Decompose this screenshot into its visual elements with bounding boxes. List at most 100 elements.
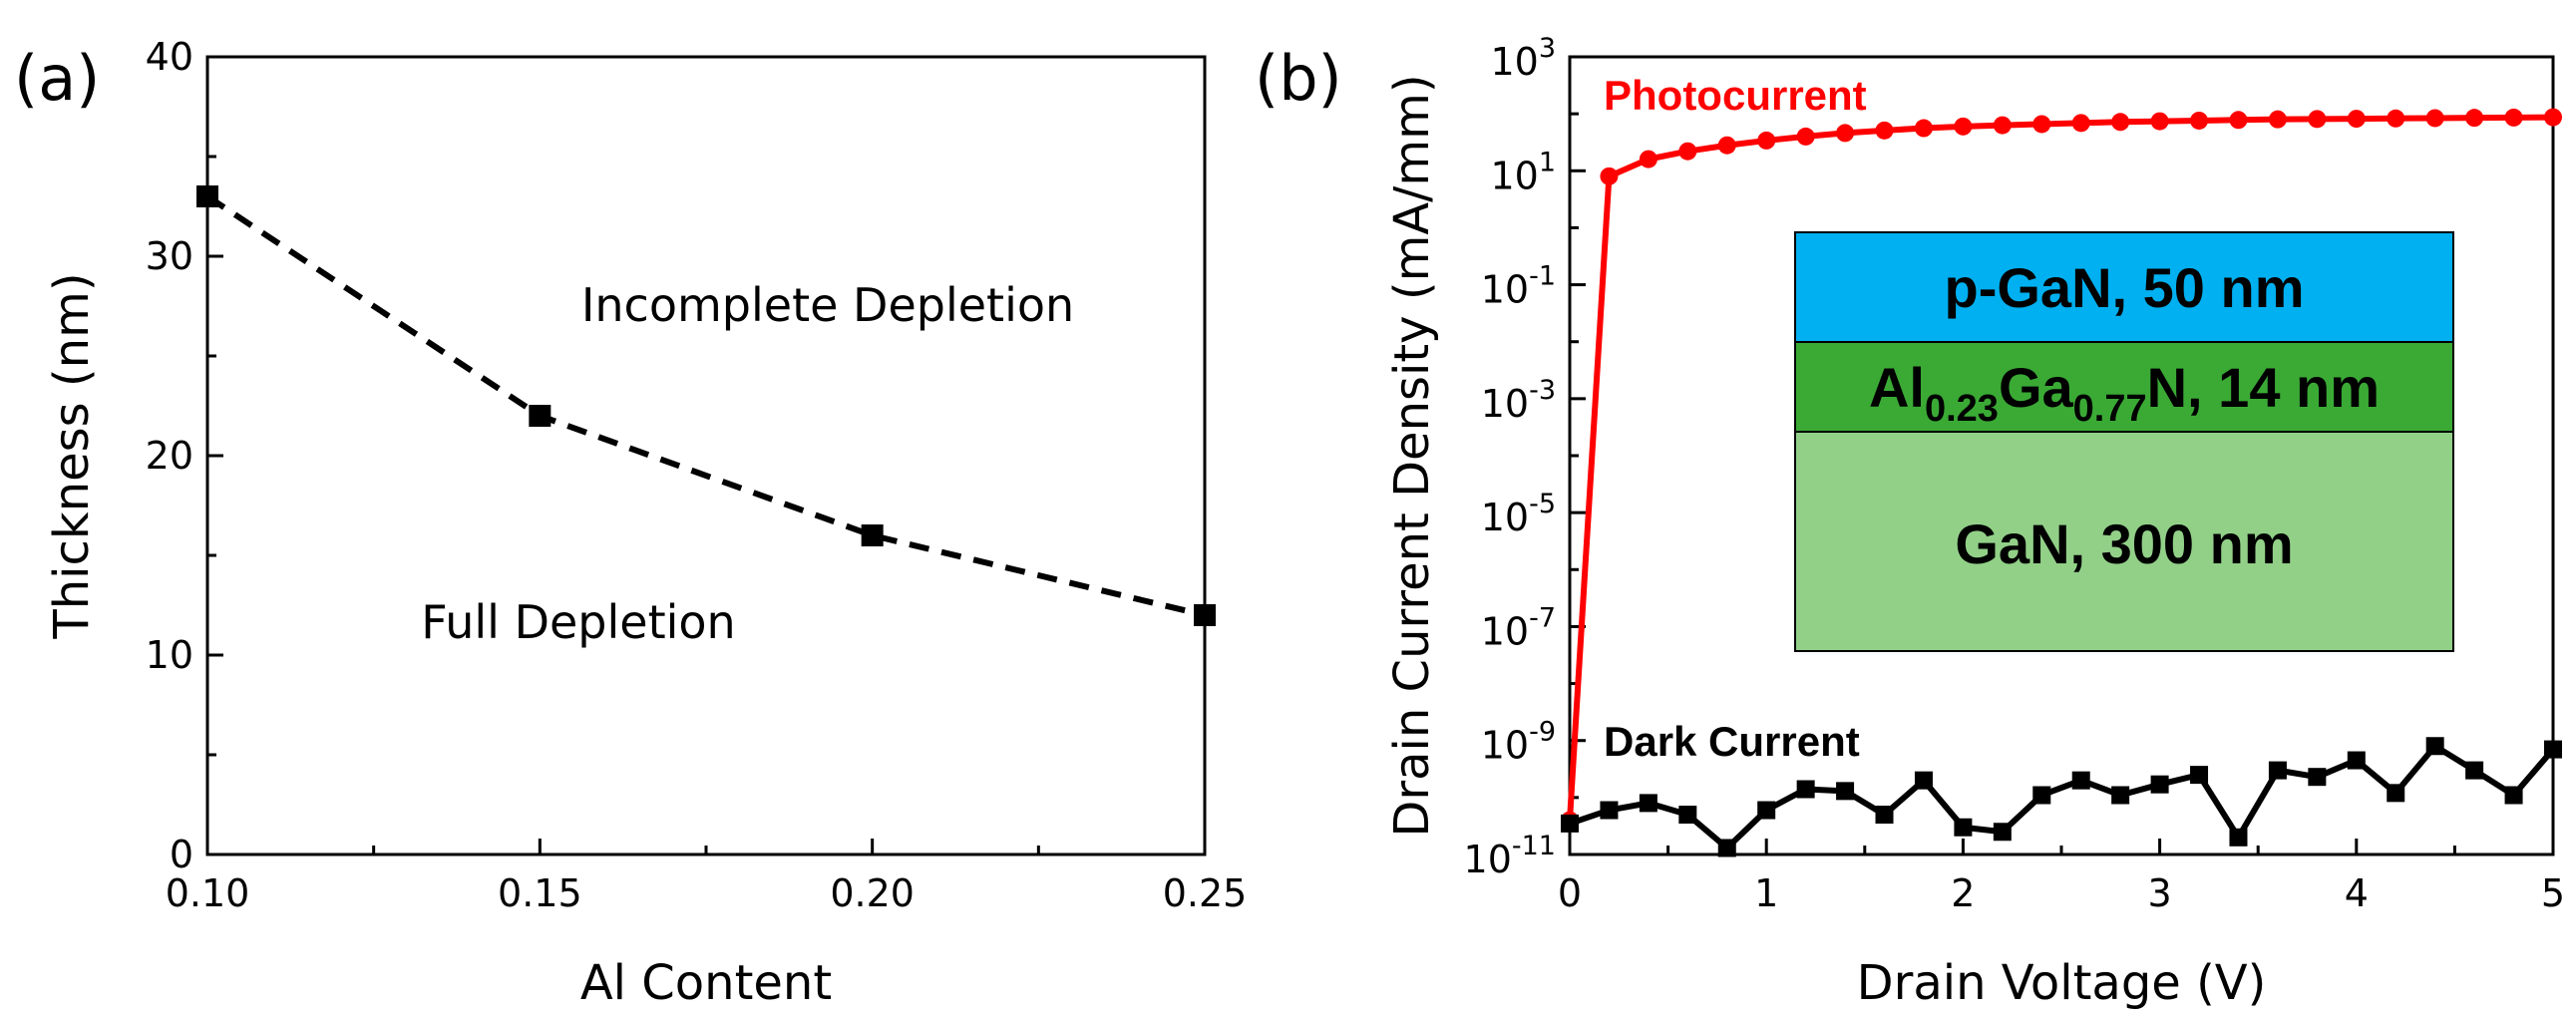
dark-current-point (1561, 814, 1579, 833)
b-y-tick-base: 10 (1481, 609, 1529, 653)
dark-current-point (1717, 839, 1736, 857)
dark-current-point (1954, 818, 1973, 837)
annotation-full-depletion: Full Depletion (421, 595, 735, 649)
dark-current-point (1796, 780, 1815, 799)
annotation-incomplete-depletion: Incomplete Depletion (581, 278, 1074, 332)
photocurrent-point (2190, 111, 2209, 130)
photocurrent-point (1600, 167, 1619, 185)
b-x-tick-label: 0 (1558, 871, 1582, 915)
panel-a-y-axis: 0 10 20 30 40 (146, 35, 223, 876)
legend-dark-current: Dark Current (1604, 718, 1860, 765)
b-y-tick-label: 10-7 (1481, 602, 1556, 653)
layer-algan-label-al-sub: 0.23 (1925, 388, 1999, 430)
legend-photocurrent: Photocurrent (1604, 72, 1867, 119)
dark-current-point (2504, 786, 2523, 805)
b-y-tick-exponent: -5 (1529, 489, 1556, 519)
photocurrent-point (2347, 110, 2366, 129)
b-y-tick-label: 10-11 (1464, 831, 1556, 881)
dark-current-point (2268, 761, 2287, 780)
b-y-tick-base: 10 (1481, 724, 1529, 768)
dark-current-point (2308, 768, 2327, 787)
layer-p-gan-label: p-GaN, 50 nm (1945, 256, 2305, 319)
b-y-tick-base: 10 (1490, 40, 1538, 84)
dark-current-point (1639, 794, 1657, 813)
dark-current-point (2387, 784, 2405, 803)
b-y-tick-label: 103 (1490, 33, 1556, 84)
b-y-tick-base: 10 (1464, 838, 1512, 881)
layer-gan-label: GaN, 300 nm (1955, 512, 2293, 575)
photocurrent-point (1757, 131, 1776, 150)
layer-algan-label-al: Al (1869, 356, 1925, 419)
a-x-tick-label: 0.20 (830, 871, 915, 915)
dark-current-point (1836, 782, 1855, 801)
panel-a-label: (a) (14, 42, 100, 115)
photocurrent-point (2465, 109, 2484, 128)
dark-current-point (2229, 828, 2248, 847)
dark-current-point (1993, 823, 2012, 842)
dark-current-point (2032, 786, 2051, 805)
a-data-point (196, 185, 218, 207)
panel-a-plot-frame (205, 55, 1207, 856)
photocurrent-point (1639, 150, 1657, 169)
photocurrent-point (2071, 114, 2090, 133)
panel-b-x-axis: 0 1 2 3 4 5 (1558, 839, 2565, 915)
b-y-tick-base: 10 (1481, 382, 1529, 426)
a-x-tick-label: 0.10 (166, 871, 250, 915)
panel-a-y-axis-label: Thickness (nm) (44, 272, 100, 639)
dark-current-point (1914, 771, 1933, 790)
dark-current-point (2071, 771, 2090, 790)
photocurrent-point (2229, 111, 2248, 130)
b-y-tick-label: 10-5 (1481, 489, 1556, 539)
photocurrent-point (1954, 117, 1973, 136)
b-x-tick-label: 3 (2148, 871, 2172, 915)
a-data-point (861, 524, 884, 546)
photocurrent-point (2504, 108, 2523, 127)
a-y-tick-label: 20 (146, 434, 193, 478)
b-x-tick-label: 4 (2345, 871, 2369, 915)
b-y-tick-label: 10-1 (1481, 261, 1556, 312)
a-y-tick-label: 0 (170, 833, 193, 876)
b-y-tick-base: 10 (1481, 496, 1529, 539)
layer-algan-label-ga-sub: 0.77 (2073, 388, 2147, 430)
panel-b-x-axis-label: Drain Voltage (V) (1857, 955, 2267, 1011)
a-data-point (529, 405, 552, 427)
panel-b-y-axis-label: Drain Current Density (mA/mm) (1384, 74, 1440, 837)
photocurrent-point (2111, 113, 2130, 132)
layer-algan-label-ga: Ga (1999, 356, 2074, 419)
b-y-tick-exponent: 1 (1539, 147, 1556, 177)
panel-a: (a) 0.10 0.15 0.20 0.25 0 10 20 30 40 Al Conten… (14, 35, 1247, 1011)
photocurrent-point (1914, 119, 1933, 138)
b-y-tick-label: 10-9 (1481, 717, 1556, 768)
b-x-tick-label: 1 (1754, 871, 1778, 915)
b-y-tick-exponent: -11 (1512, 831, 1556, 861)
a-y-tick-label: 40 (146, 35, 193, 79)
dark-current-point (1757, 801, 1776, 820)
b-y-tick-label: 10-3 (1481, 375, 1556, 426)
b-y-tick-exponent: -3 (1529, 375, 1556, 406)
layer-stack-inset: p-GaN, 50 nm Al0.23Ga0.77N, 14 nm GaN, 3… (1794, 231, 2454, 652)
dark-current-point (2190, 766, 2209, 785)
layer-algan-label-rest: N, 14 nm (2147, 356, 2380, 419)
panel-a-series (196, 185, 1216, 626)
b-y-tick-base: 10 (1481, 268, 1529, 312)
dark-current-point (2544, 740, 2562, 759)
photocurrent-point (1836, 124, 1855, 143)
dark-current-point (2425, 737, 2444, 756)
a-series-line (205, 193, 1206, 618)
layer-algan-label: Al0.23Ga0.77N, 14 nm (1869, 356, 2380, 430)
a-data-point (1194, 604, 1216, 626)
b-x-tick-label: 5 (2541, 871, 2565, 915)
b-y-tick-exponent: -9 (1529, 717, 1556, 748)
photocurrent-point (2150, 112, 2169, 131)
b-x-tick-label: 2 (1951, 871, 1975, 915)
photocurrent-point (1875, 121, 1894, 140)
photocurrent-point (2387, 109, 2405, 128)
b-y-tick-base: 10 (1490, 154, 1538, 197)
dark-current-point (2347, 751, 2366, 770)
photocurrent-point (2268, 110, 2287, 129)
layer-algan (1794, 341, 2454, 433)
dark-current-point (1600, 801, 1619, 820)
